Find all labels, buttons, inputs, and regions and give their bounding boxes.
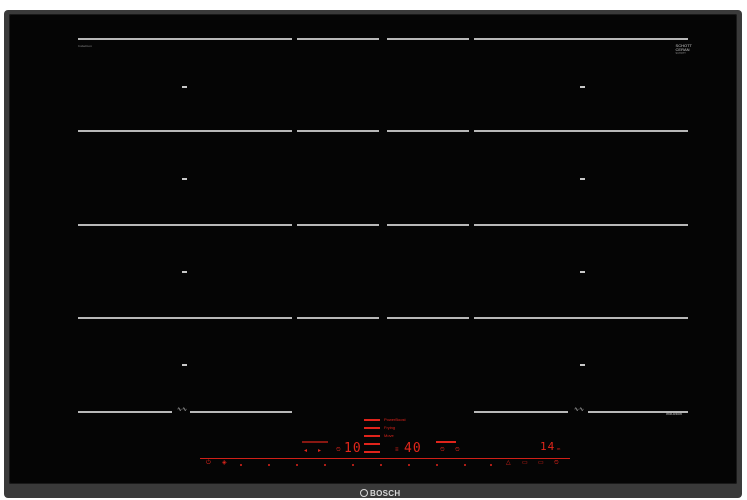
induction-label: induction bbox=[666, 411, 683, 416]
slider-step[interactable] bbox=[464, 464, 466, 466]
zone-divider bbox=[387, 224, 469, 226]
flex-zone-icon-right: ∿∿ bbox=[574, 407, 585, 413]
slider-step[interactable] bbox=[240, 464, 242, 466]
lock-icon[interactable]: ▭ bbox=[538, 460, 544, 466]
zone-marker bbox=[580, 86, 585, 88]
wipe-protect-icon[interactable]: △ bbox=[506, 460, 511, 466]
bosch-logo-icon bbox=[360, 489, 368, 497]
timer-mid-icon[interactable]: ⏲ bbox=[440, 447, 445, 453]
zone-divider bbox=[297, 224, 379, 226]
minute-timer-display: 14 bbox=[540, 440, 556, 453]
zone-divider bbox=[474, 317, 688, 319]
zone-divider bbox=[297, 317, 379, 319]
zone-marker bbox=[182, 271, 187, 273]
function-label-3: Move bbox=[384, 433, 394, 438]
slider-step[interactable] bbox=[436, 464, 438, 466]
display-frame-line bbox=[302, 441, 328, 443]
bosch-brand: BOSCH bbox=[360, 489, 400, 498]
touch-slider-track[interactable] bbox=[200, 458, 570, 460]
next-icon[interactable]: ▸ bbox=[318, 448, 322, 454]
ceran-logo: SCHOTT CERAN SCHOTT bbox=[676, 44, 692, 56]
flex-zone-line-left-b bbox=[190, 411, 292, 413]
zone-divider bbox=[474, 130, 688, 132]
zone-divider bbox=[297, 38, 379, 40]
timer-mid-icon-2[interactable]: ⏲ bbox=[455, 447, 460, 453]
flex-zone-icon-left: ∿∿ bbox=[177, 407, 188, 413]
slider-step[interactable] bbox=[352, 464, 354, 466]
zone-marker bbox=[182, 178, 187, 180]
slider-step[interactable] bbox=[408, 464, 410, 466]
slider-step[interactable] bbox=[296, 464, 298, 466]
minute-unit: m bbox=[557, 446, 561, 451]
zone-divider bbox=[78, 38, 292, 40]
function-bar bbox=[364, 443, 380, 445]
zone-marker bbox=[182, 86, 187, 88]
corner-brand-label: Induction bbox=[78, 44, 92, 48]
slider-step[interactable] bbox=[490, 464, 492, 466]
zone-divider bbox=[78, 317, 292, 319]
ceran-brand-2: CERAN bbox=[675, 47, 690, 52]
prev-icon[interactable]: ◂ bbox=[304, 448, 308, 454]
bosch-brand-text: BOSCH bbox=[370, 489, 401, 498]
zone-marker bbox=[580, 178, 585, 180]
ceran-brand-1: SCHOTT bbox=[675, 43, 692, 48]
function-bar bbox=[364, 427, 380, 429]
slider-step[interactable] bbox=[268, 464, 270, 466]
zone-divider bbox=[474, 224, 688, 226]
clock-icon[interactable]: ⏲ bbox=[554, 460, 559, 466]
slider-step[interactable] bbox=[380, 464, 382, 466]
zone-marker bbox=[580, 271, 585, 273]
zone-marker bbox=[182, 364, 187, 366]
zone-divider bbox=[387, 317, 469, 319]
function-label-1: PowerBoost bbox=[384, 417, 406, 422]
flex-zone-line-right-b bbox=[588, 411, 688, 413]
flex-zone-line-right-a bbox=[474, 411, 568, 413]
ceran-brand-sub: SCHOTT bbox=[675, 52, 686, 55]
function-bar bbox=[364, 419, 380, 421]
zone-divider bbox=[78, 224, 292, 226]
zone-divider bbox=[387, 38, 469, 40]
mode-icon[interactable]: ≡ bbox=[395, 447, 399, 453]
slider-step[interactable] bbox=[324, 464, 326, 466]
glass-surface bbox=[9, 14, 737, 484]
zone-divider bbox=[387, 130, 469, 132]
flex-icon[interactable]: ◈ bbox=[222, 460, 227, 466]
function-bar bbox=[364, 451, 380, 453]
flex-zone-line-left-a bbox=[78, 411, 172, 413]
bridge-icon[interactable]: ▭ bbox=[522, 460, 528, 466]
timer-icon[interactable]: ⏲ bbox=[336, 447, 341, 453]
power-level-display: 10 bbox=[344, 441, 362, 456]
zone-divider bbox=[474, 38, 688, 40]
zone-marker bbox=[580, 364, 585, 366]
zone-divider bbox=[78, 130, 292, 132]
power-icon[interactable]: ⏻ bbox=[206, 460, 211, 466]
display-frame-line bbox=[436, 441, 456, 443]
timer-display: 40 bbox=[404, 441, 422, 456]
function-bar bbox=[364, 435, 380, 437]
zone-divider bbox=[297, 130, 379, 132]
function-label-2: Frying bbox=[384, 425, 396, 430]
